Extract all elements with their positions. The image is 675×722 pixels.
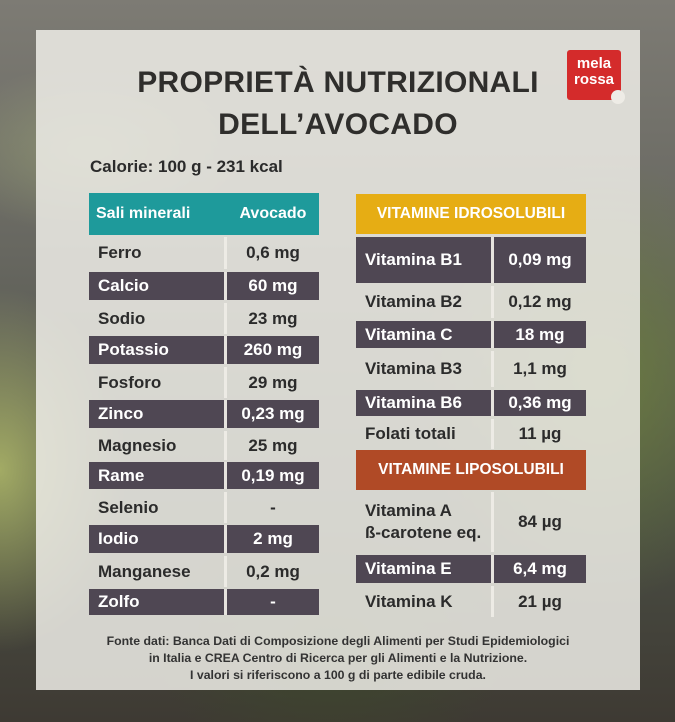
fat-vitamin-value: 6,4 mg [491,555,586,583]
mineral-name: Magnesio [98,435,177,455]
source-line-2: in Italia e CREA Centro di Ricerca per g… [148,651,528,665]
mineral-name: Zolfo [89,589,224,615]
water-vitamin-value: 1,1 mg [491,351,586,387]
water-vitamin-value: 0,09 mg [491,237,586,283]
fat-vitamin-name: Vitamina E [356,555,491,583]
mineral-value: 0,19 mg [224,462,319,489]
brand-logo: mela rossa [567,50,625,104]
water-soluble-header: VITAMINE IDROSOLUBILI [356,194,586,234]
mineral-row: Magnesio 25 mg [89,431,319,460]
fat-vitamin-value: 21 µg [491,586,586,617]
calories-line: Calorie: 100 g - 231 kcal [90,157,283,176]
title-line-2: DELL’AVOCADO [218,108,458,141]
mineral-row: Rame 0,19 mg [89,462,319,489]
water-vitamin-value: 18 mg [491,321,586,348]
mineral-value: 0,23 mg [224,400,319,428]
mineral-row: Potassio 260 mg [89,336,319,364]
mineral-name: Ferro [98,243,142,262]
mineral-name: Potassio [89,336,224,364]
water-vitamin-row: Vitamina B2 0,12 mg [356,286,586,318]
mineral-name: Zinco [89,400,224,428]
water-vitamin-row: Vitamina B6 0,36 mg [356,390,586,416]
water-vitamin-row: Folati totali 11 µg [356,419,586,449]
mineral-value: 0,2 mg [224,556,319,587]
mineral-value: 0,6 mg [224,237,319,269]
fat-vitamin-value: 84 µg [491,492,586,552]
mineral-value: 260 mg [224,336,319,364]
water-vitamin-value: 0,36 mg [491,390,586,416]
water-vitamin-name: Vitamina B2 [365,292,463,311]
page-title: PROPRIETÀ NUTRIZIONALI DELL’AVOCADO [36,62,640,146]
title-line-1: PROPRIETÀ NUTRIZIONALI [137,66,539,99]
fat-vitamin-row: Vitamina E 6,4 mg [356,555,586,583]
source-note: Fonte dati: Banca Dati di Composizione d… [36,633,640,684]
minerals-header-name: Sali minerali [96,205,191,222]
mineral-value: 25 mg [224,431,319,460]
water-vitamin-name: Vitamina B3 [365,359,463,378]
mineral-name: Rame [89,462,224,489]
fat-vitamin-name: Vitamina K [365,591,453,611]
water-soluble-table: Vitamina B1 0,09 mg Vitamina B2 0,12 mg Vita… [356,237,586,449]
fat-vitamin-row: Vitamina A ß-carotene eq. 84 µg [356,492,586,552]
mineral-value: - [224,589,319,615]
minerals-header-value: Avocado [239,205,307,222]
mineral-row: Ferro 0,6 mg [89,237,319,269]
fat-vitamin-name-line-2: ß-carotene eq. [365,523,482,542]
minerals-table: Ferro 0,6 mg Calcio 60 mg Sodio 23 mg Potassio… [89,237,319,617]
water-vitamin-row: Vitamina B3 1,1 mg [356,351,586,387]
water-vitamin-name: Vitamina C [356,321,491,348]
water-vitamin-name: Vitamina B1 [356,237,491,283]
source-line-3: I valori si riferiscono a 100 g di parte… [190,668,486,682]
mineral-row: Calcio 60 mg [89,272,319,300]
minerals-header: Sali minerali Avocado [89,193,319,235]
mineral-value: 60 mg [224,272,319,300]
water-vitamin-name: Folati totali [365,424,456,443]
water-vitamin-row: Vitamina B1 0,09 mg [356,237,586,283]
mineral-row: Zinco 0,23 mg [89,400,319,428]
water-vitamin-name: Vitamina B6 [356,390,491,416]
water-vitamin-row: Vitamina C 18 mg [356,321,586,348]
mineral-row: Fosforo 29 mg [89,367,319,398]
mineral-value: 29 mg [224,367,319,398]
mineral-name: Iodio [89,525,224,553]
mineral-value: 23 mg [224,303,319,334]
mineral-name: Calcio [89,272,224,300]
water-vitamin-value: 0,12 mg [491,286,586,318]
fat-vitamin-name: Vitamina A ß-carotene eq. [356,492,491,552]
mineral-name: Selenio [98,497,159,517]
mineral-row: Selenio - [89,492,319,523]
source-line-1: Fonte dati: Banca Dati di Composizione d… [106,634,570,648]
water-vitamin-value: 11 µg [491,419,586,449]
mineral-row: Zolfo - [89,589,319,615]
fat-soluble-header: VITAMINE LIPOSOLUBILI [356,450,586,490]
mineral-name: Sodio [98,308,146,328]
mineral-name: Manganese [98,561,191,581]
mineral-row: Manganese 0,2 mg [89,556,319,587]
logo-bite-shape [611,90,625,104]
mineral-row: Iodio 2 mg [89,525,319,553]
fat-vitamin-row: Vitamina K 21 µg [356,586,586,617]
fat-vitamin-name-line-1: Vitamina A [365,501,452,520]
mineral-row: Sodio 23 mg [89,303,319,334]
mineral-name: Fosforo [98,372,162,392]
mineral-value: 2 mg [224,525,319,553]
mineral-value: - [224,492,319,523]
